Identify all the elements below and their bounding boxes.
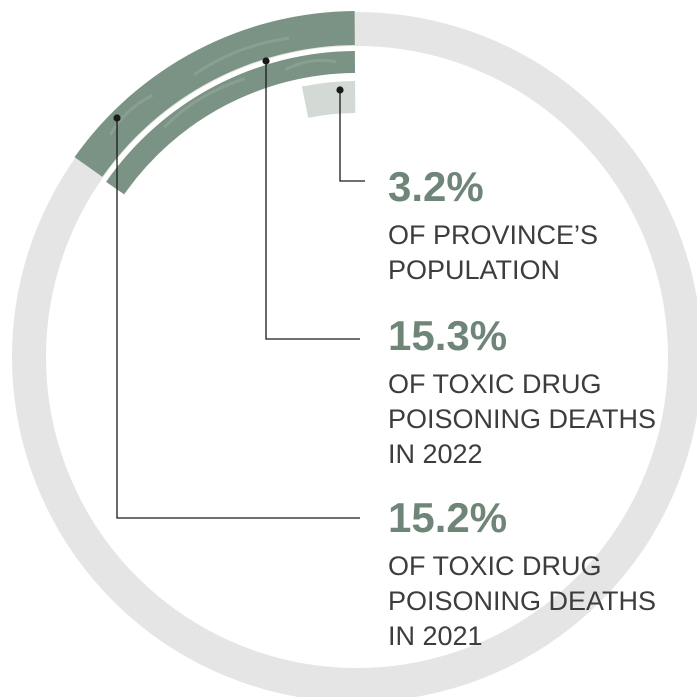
- percent-label-2021: 15.2%: [388, 494, 507, 541]
- leader-lines: [113, 57, 365, 519]
- arc-deaths-2021: [74, 11, 355, 177]
- arc-population: [301, 81, 356, 118]
- texture-stroke: [193, 36, 290, 76]
- arc-deaths-2022: [106, 51, 356, 195]
- description-line-2021: IN 2021: [388, 621, 483, 651]
- background-ring: [12, 12, 697, 697]
- description-line-population: POPULATION: [388, 255, 560, 285]
- leader-dot-2021: [113, 114, 121, 122]
- description-line-2022: IN 2022: [388, 439, 483, 469]
- leader-line-2021: [116, 118, 360, 519]
- texture-stroke: [108, 94, 154, 136]
- percent-label-2022: 15.3%: [388, 312, 507, 359]
- description-line-2021: POISONING DEATHS: [388, 586, 656, 616]
- texture-stroke: [163, 77, 246, 129]
- leader-line-2022: [265, 61, 360, 340]
- description-line-population: OF PROVINCE’S: [388, 220, 598, 250]
- description-line-2022: OF TOXIC DRUG: [388, 369, 602, 399]
- chart-labels: 3.2% OF PROVINCE’S POPULATION 15.3% OF TOXIC…: [388, 163, 656, 651]
- description-line-2022: POISONING DEATHS: [388, 404, 656, 434]
- leader-dot-population: [336, 86, 344, 94]
- arc-texture: [108, 36, 337, 136]
- description-line-2021: OF TOXIC DRUG: [388, 551, 602, 581]
- texture-stroke: [284, 58, 337, 72]
- leader-dot-2022: [262, 57, 270, 65]
- percent-label-population: 3.2%: [388, 163, 484, 210]
- chart-rings: [12, 11, 697, 697]
- leader-line-population: [339, 90, 365, 182]
